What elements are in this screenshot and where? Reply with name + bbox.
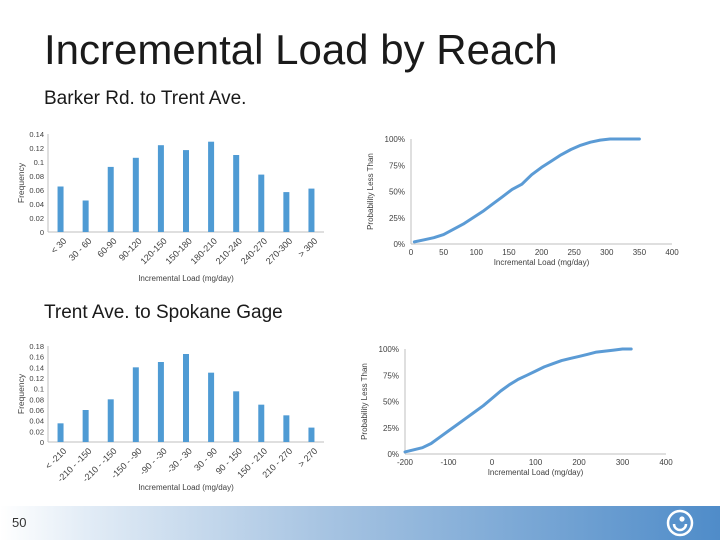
cdf2-y-tick-label: 25% (383, 424, 399, 433)
section-title-barker-trent: Barker Rd. to Trent Ave. (44, 88, 247, 109)
hist2-y-tick-label: 0.16 (29, 353, 44, 362)
hist1-bar-5 (157, 145, 164, 232)
hist1-y-tick-label: 0.02 (29, 214, 44, 223)
hist2-y-tick-label: 0.14 (29, 363, 44, 372)
hist2-bar-5 (157, 362, 164, 442)
hist2-y-tick-label: 0.02 (29, 427, 44, 436)
cdf2-x-tick-label: 200 (572, 458, 586, 467)
hist1-y-tick-label: 0.1 (34, 158, 44, 167)
cdf1-x-tick-label: 150 (502, 248, 516, 257)
cdf1-x-tick-label: 400 (665, 248, 679, 257)
page-number: 50 (12, 515, 27, 530)
cdf1-x-tick-label: 350 (633, 248, 647, 257)
hist1-bar-1 (57, 186, 64, 232)
cdf1-y-tick-label: 0% (393, 240, 405, 249)
hist1-x-axis-label: Incremental Load (mg/day) (138, 274, 234, 283)
cdf2-x-axis-label: Incremental Load (mg/day) (488, 468, 584, 477)
cdf2-x-tick-label: -100 (440, 458, 457, 467)
cdf2-x-tick-label: 100 (529, 458, 543, 467)
cdf2-y-tick-label: 50% (383, 398, 399, 407)
hist1-y-tick-label: 0 (40, 228, 44, 237)
hist2-y-tick-label: 0.1 (34, 385, 44, 394)
hist2-y-tick-label: 0.18 (29, 342, 44, 351)
hist2-y-axis-label: Frequency (16, 373, 26, 414)
hist1-y-tick-label: 0.14 (29, 130, 44, 139)
cdf2-x-tick-label: 300 (616, 458, 630, 467)
hist1-bar-2 (82, 200, 89, 232)
section-title-trent-spokane: Trent Ave. to Spokane Gage (44, 302, 283, 323)
cdf2-y-axis-label: Probability Less Than (360, 363, 369, 440)
hist2-bar-2 (82, 410, 89, 442)
cdf2-x-tick-label: 400 (659, 458, 673, 467)
hist1-bar-4 (132, 157, 139, 232)
hist1-bar-9 (258, 174, 265, 232)
slide-title: Incremental Load by Reach (44, 26, 558, 73)
hist1-bar-3 (107, 166, 114, 232)
hist1-bar-11 (308, 188, 315, 232)
hist2-y-tick-label: 0.12 (29, 374, 44, 383)
hist1-y-tick-label: 0.12 (29, 144, 44, 153)
hist1-bar-7 (208, 141, 215, 232)
hist1-y-tick-label: 0.04 (29, 200, 44, 209)
hist1-bar-10 (283, 192, 290, 232)
cdf2-x-tick-label: -200 (397, 458, 414, 467)
hist2-bar-11 (308, 427, 315, 442)
cdf2-y-tick-label: 100% (379, 345, 399, 354)
hist2-bar-3 (107, 399, 114, 442)
hist2-y-tick-label: 0.04 (29, 417, 44, 426)
cdf1-x-tick-label: 0 (409, 248, 414, 257)
cdf1-x-tick-label: 100 (470, 248, 484, 257)
cdf1-x-tick-label: 50 (439, 248, 448, 257)
hist2-bar-4 (132, 367, 139, 442)
hist1-y-axis-label: Frequency (16, 162, 26, 203)
hist2-x-axis-label: Incremental Load (mg/day) (138, 483, 234, 492)
cdf1-y-axis-label: Probability Less Than (366, 153, 375, 230)
cdf1-x-tick-label: 300 (600, 248, 614, 257)
hist2-y-tick-label: 0.06 (29, 406, 44, 415)
cdf1-x-tick-label: 200 (535, 248, 549, 257)
cdf2-curve-line (403, 347, 633, 454)
hist2-bar-7 (208, 372, 215, 442)
hist2-bar-8 (233, 391, 240, 442)
cdf1-y-tick-label: 50% (389, 188, 405, 197)
cdf1-y-tick-label: 25% (389, 214, 405, 223)
hist1-y-tick-label: 0.08 (29, 172, 44, 181)
hist2-bar-9 (258, 404, 265, 442)
hist2-y-tick-label: 0.08 (29, 395, 44, 404)
hist1-y-tick-label: 0.06 (29, 186, 44, 195)
cdf1-x-axis-label: Incremental Load (mg/day) (494, 258, 590, 267)
hist1-bar-8 (233, 155, 240, 232)
hist2-bar-1 (57, 423, 64, 442)
hist1-bar-6 (183, 150, 189, 232)
hist2-y-tick-label: 0 (40, 438, 44, 447)
hist2-bar-10 (283, 415, 290, 442)
cdf1-x-tick-label: 250 (567, 248, 581, 257)
hist2-bar-6 (183, 354, 189, 442)
cdf1-y-tick-label: 100% (385, 135, 405, 144)
cdf1-y-tick-label: 75% (389, 161, 405, 170)
logo-icon (666, 509, 694, 537)
cdf2-y-tick-label: 0% (387, 450, 399, 459)
cdf2-y-tick-label: 75% (383, 371, 399, 380)
cdf2-x-tick-label: 0 (490, 458, 495, 467)
footer-bar: 50 (0, 506, 720, 540)
cdf1-curve-line (412, 137, 641, 244)
